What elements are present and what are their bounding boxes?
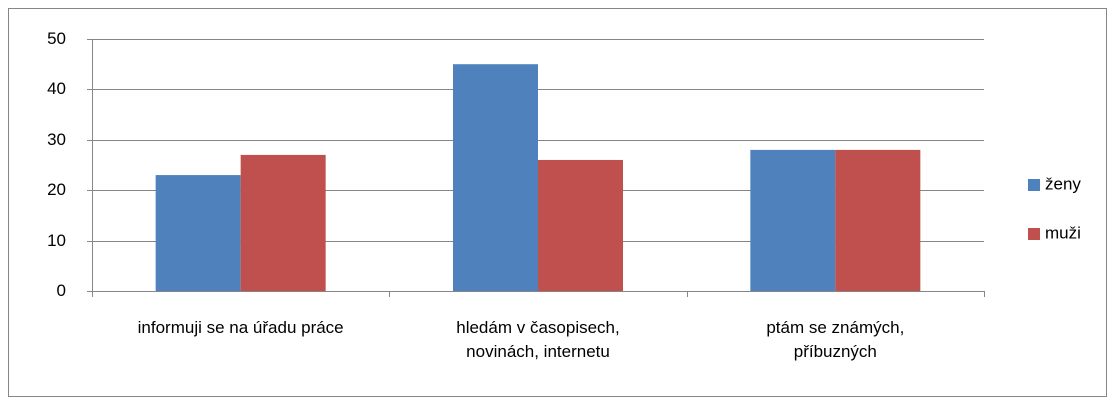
bar <box>240 154 326 291</box>
y-tick-label: 10 <box>47 231 66 250</box>
legend-swatch <box>1028 228 1040 240</box>
legend-swatch <box>1028 179 1040 191</box>
y-tick-label: 30 <box>47 130 66 149</box>
bar <box>453 64 538 291</box>
bar <box>750 149 836 291</box>
y-tick-label: 40 <box>47 79 66 98</box>
bar <box>155 175 241 291</box>
y-tick-label: 50 <box>47 29 66 48</box>
x-tick-label: informuji se na úřadu práce <box>137 318 344 337</box>
y-tick-label: 20 <box>47 180 66 199</box>
legend-label: ženy <box>1045 174 1081 193</box>
bar <box>538 159 623 291</box>
legend-label: muži <box>1045 223 1081 242</box>
bar <box>835 149 921 291</box>
x-tick-label: hledám v časopisech, novinách, internetu <box>456 318 620 361</box>
y-tick-label: 0 <box>57 281 66 300</box>
x-tick-label: ptám se známých, příbuzných <box>766 318 905 361</box>
